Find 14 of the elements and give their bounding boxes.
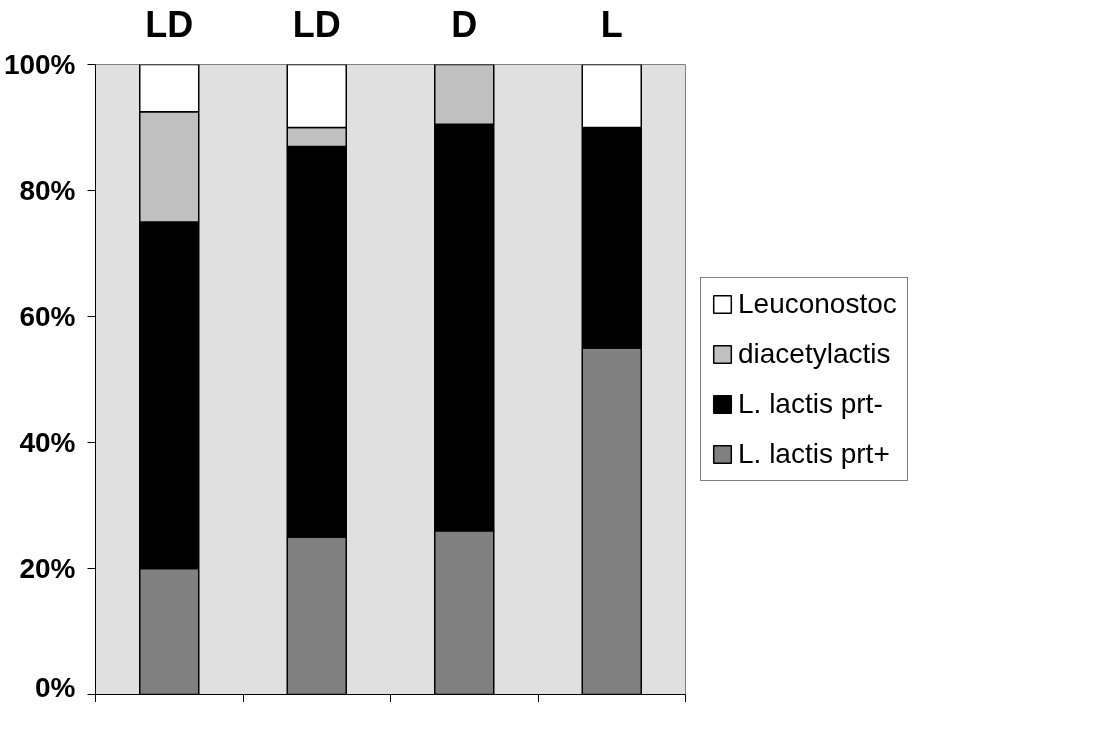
y-tick-label: 0% [35, 671, 76, 703]
x-tick-label: LD [292, 3, 341, 45]
legend-label: diacetylactis [738, 338, 891, 370]
y-tick-label: 100% [3, 49, 76, 80]
y-tick-label: 40% [19, 427, 76, 458]
x-tick-label: LD [145, 3, 194, 45]
y-tick-label: 20% [19, 553, 76, 584]
legend-label: Leuconostoc [738, 288, 897, 320]
legend-label: L. lactis prt+ [738, 438, 890, 470]
y-tick-label: 80% [19, 175, 76, 206]
legend-label: L. lactis prt- [738, 388, 883, 420]
y-tick-label: 60% [19, 301, 76, 332]
x-tick-label: D [451, 3, 478, 45]
x-tick-label: L [600, 3, 623, 45]
